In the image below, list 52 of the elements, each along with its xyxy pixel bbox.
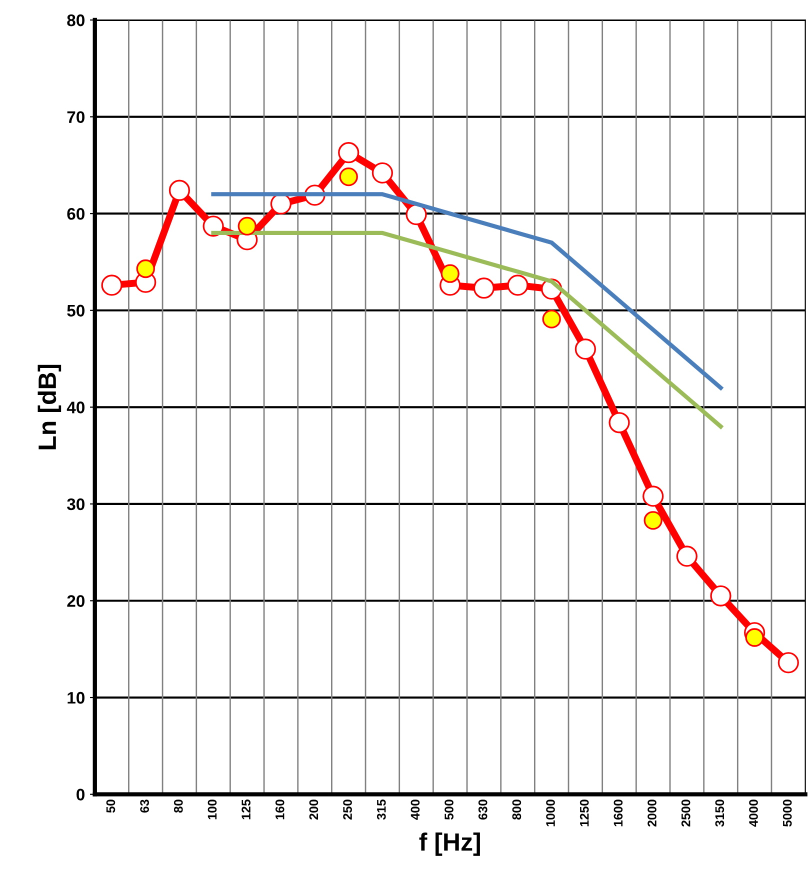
x-tick-label: 5000 [782,800,792,827]
x-tick-label: 125 [242,800,250,820]
point [339,167,358,186]
x-tick-label: 1000 [546,800,555,826]
point [745,628,764,647]
point [372,162,393,184]
point [136,259,155,278]
x-tick-label: 50 [106,800,116,813]
point [608,412,630,434]
x-tick-label: 500 [444,800,454,820]
y-tick-label: 10 [68,692,84,704]
point [507,274,528,296]
x-tick-label: 400 [410,800,420,820]
point [710,585,732,606]
x-tick-label: 1600 [614,800,623,826]
point [238,216,256,236]
x-tick-label: 1250 [580,800,589,826]
point [574,338,596,360]
y-tick-label: 20 [67,595,84,607]
point [676,546,698,567]
x-tick-label: 630 [478,800,488,820]
x-tick-label: 2500 [681,800,690,827]
y-tick-label: 0 [76,788,84,801]
point [542,310,561,328]
point [406,204,427,226]
point [168,180,190,201]
point [644,511,662,530]
x-tick-label: 250 [343,800,352,820]
x-tick-label: 200 [309,800,318,820]
y-tick-label: 70 [67,111,84,123]
y-tick-label: 60 [67,208,84,220]
x-tick-label: 800 [512,800,522,820]
x-tick-label: 80 [174,800,183,813]
x-tick-label: 4000 [749,800,758,827]
y-tick-label: 80 [67,14,84,26]
x-tick-label: 3150 [715,800,724,827]
point [473,278,494,299]
x-tick-label: 315 [376,800,386,820]
point [338,142,360,164]
y-tick-label: 50 [67,304,84,317]
point [778,652,799,674]
y-tick-label: 40 [66,402,84,414]
point [642,486,664,507]
x-tick-label: 63 [140,800,150,813]
x-tick-label: 100 [208,800,217,820]
x-tick-label: 160 [275,800,284,820]
y-axis-title: Ln [dB] [38,364,62,450]
point [101,274,122,296]
point [440,264,460,283]
x-axis-title: f [Hz] [419,832,480,856]
y-tick-label: 30 [67,498,84,510]
x-tick-label: 2000 [648,800,656,827]
